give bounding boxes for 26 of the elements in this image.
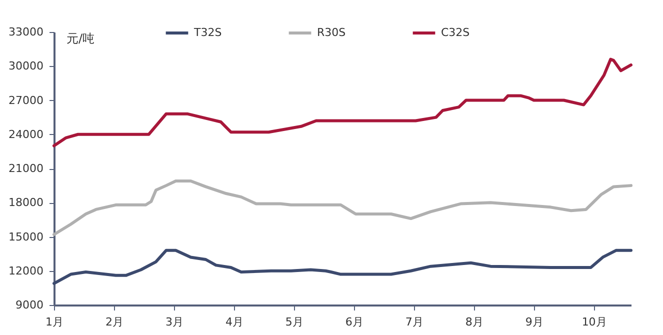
x-tick-label: 6月 (345, 316, 364, 328)
legend-label: T32S (193, 26, 222, 39)
x-tick-label: 5月 (285, 316, 304, 328)
y-tick-label: 21000 (8, 162, 44, 175)
y-axis-title: 元/吨 (66, 32, 95, 46)
y-tick-label: 30000 (8, 60, 44, 73)
line-series (52, 58, 632, 148)
y-tick-label: 12000 (8, 264, 44, 278)
x-tick-label: 10月 (582, 316, 607, 328)
x-tick-label: 4月 (225, 316, 244, 328)
x-tick-label: 2月 (105, 316, 124, 328)
x-tick-label: 3月 (165, 316, 184, 328)
x-tick-label: 8月 (465, 316, 484, 328)
x-tick-label: 9月 (525, 316, 544, 328)
line-series (52, 248, 632, 285)
y-tick-label: 27000 (8, 94, 44, 107)
y-tick-label: 18000 (8, 196, 44, 210)
y-tick-label: 15000 (8, 230, 44, 244)
y-tick-label: 24000 (8, 128, 44, 141)
y-tick-label: 9000 (16, 298, 44, 312)
x-tick-label: 7月 (405, 316, 424, 328)
x-tick-label: 1月 (46, 316, 64, 328)
y-tick-label: 33000 (8, 26, 44, 38)
line-series (52, 180, 632, 236)
legend-label: C32S (441, 26, 470, 39)
legend-label: R30S (317, 26, 346, 39)
